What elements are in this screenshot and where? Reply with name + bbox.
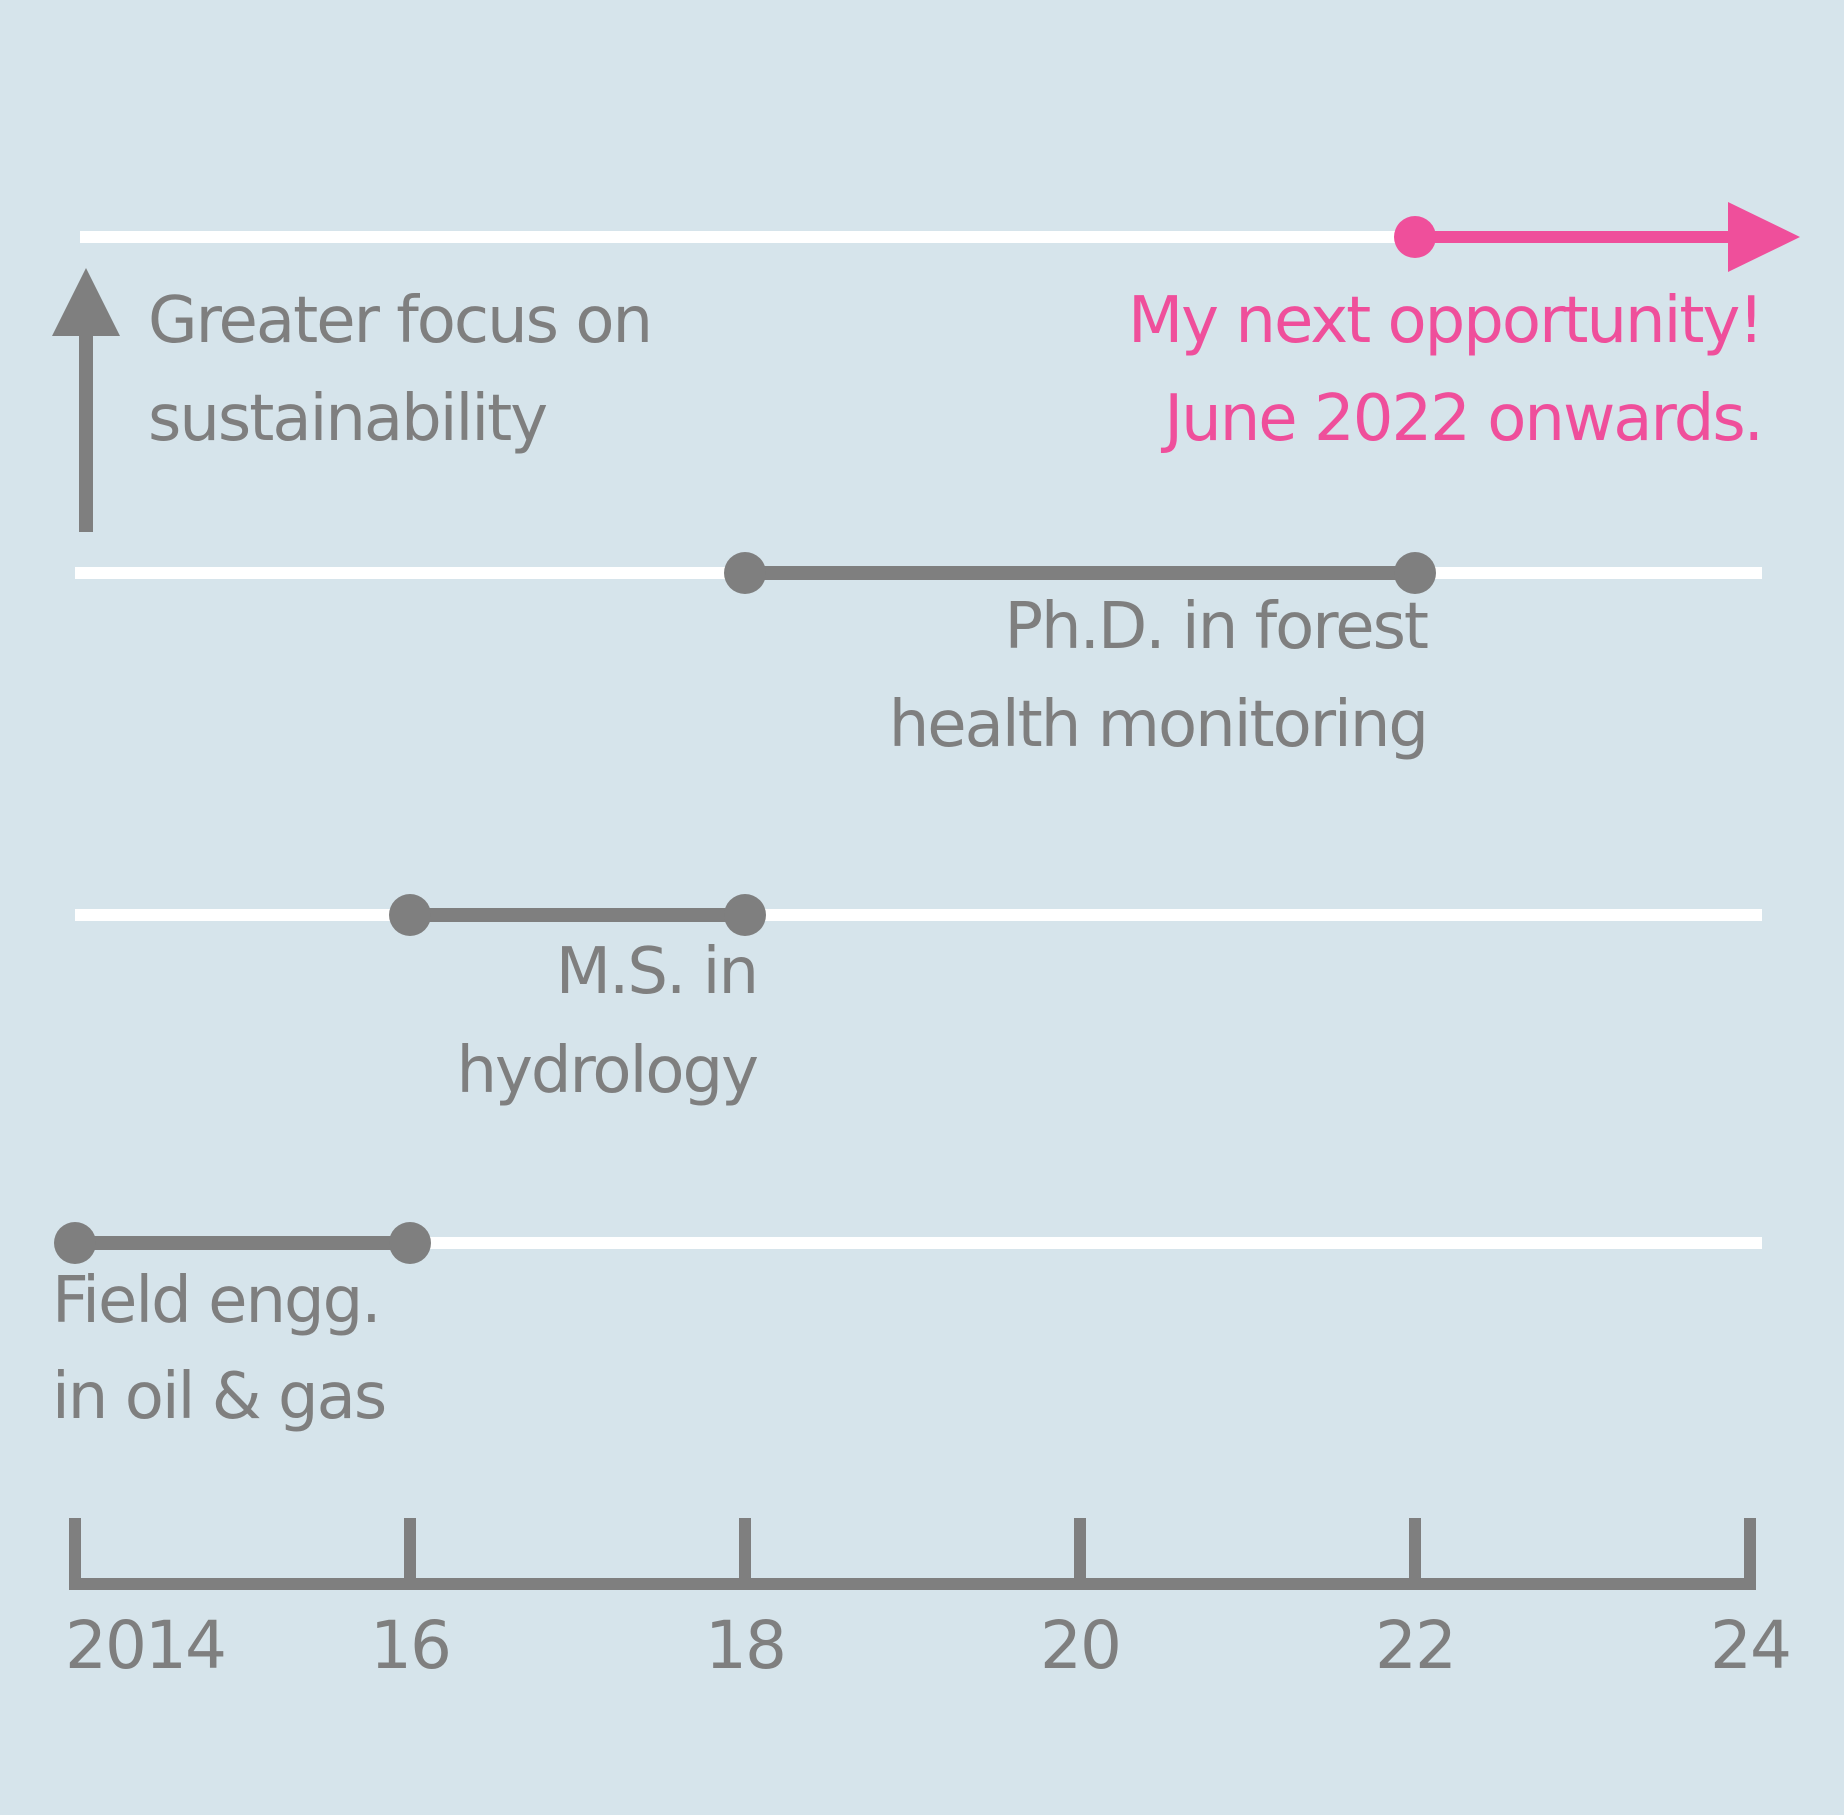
segment-start-dot [724, 552, 766, 594]
segment-label-line2: in oil & gas [52, 1360, 385, 1434]
segment-end-dot [724, 894, 766, 936]
segment-label-line1: M.S. in [556, 935, 757, 1009]
segment-start-dot [389, 894, 431, 936]
arrow-right-icon [1728, 202, 1800, 272]
segment-end-dot [389, 1222, 431, 1264]
axis-tick-label: 20 [1040, 1607, 1120, 1684]
axis-tick-label: 24 [1710, 1607, 1790, 1684]
sustainability-label-line2: sustainability [148, 382, 546, 456]
axis-tick-label: 22 [1375, 1607, 1455, 1684]
arrow-up-icon [52, 268, 120, 336]
axis-tick-label: 18 [705, 1607, 785, 1684]
segment-end-dot [1394, 552, 1436, 594]
axis-tick-label: 2014 [65, 1607, 225, 1684]
segment-labels: Field engg. in oil & gas M.S. in hydrology P… [52, 284, 1764, 1434]
segment-start-dot [54, 1222, 96, 1264]
year-axis: 2014 16 18 20 22 24 [65, 1518, 1792, 1684]
timeline-tracks [54, 202, 1800, 1264]
segment-label-line2: hydrology [456, 1034, 757, 1108]
segment-label-line1: Field engg. [52, 1264, 380, 1338]
segment-label-line2: health monitoring [889, 688, 1427, 762]
segment-start-dot [1394, 216, 1436, 258]
sustainability-label-line1: Greater focus on [148, 284, 651, 358]
segment-label-line2: June 2022 onwards. [1160, 382, 1762, 456]
axis-tick-label: 16 [370, 1607, 450, 1684]
sustainability-arrow [52, 268, 120, 532]
segment-label-line1: Ph.D. in forest [1004, 590, 1427, 664]
segment-label-line1: My next opportunity! [1128, 284, 1762, 358]
